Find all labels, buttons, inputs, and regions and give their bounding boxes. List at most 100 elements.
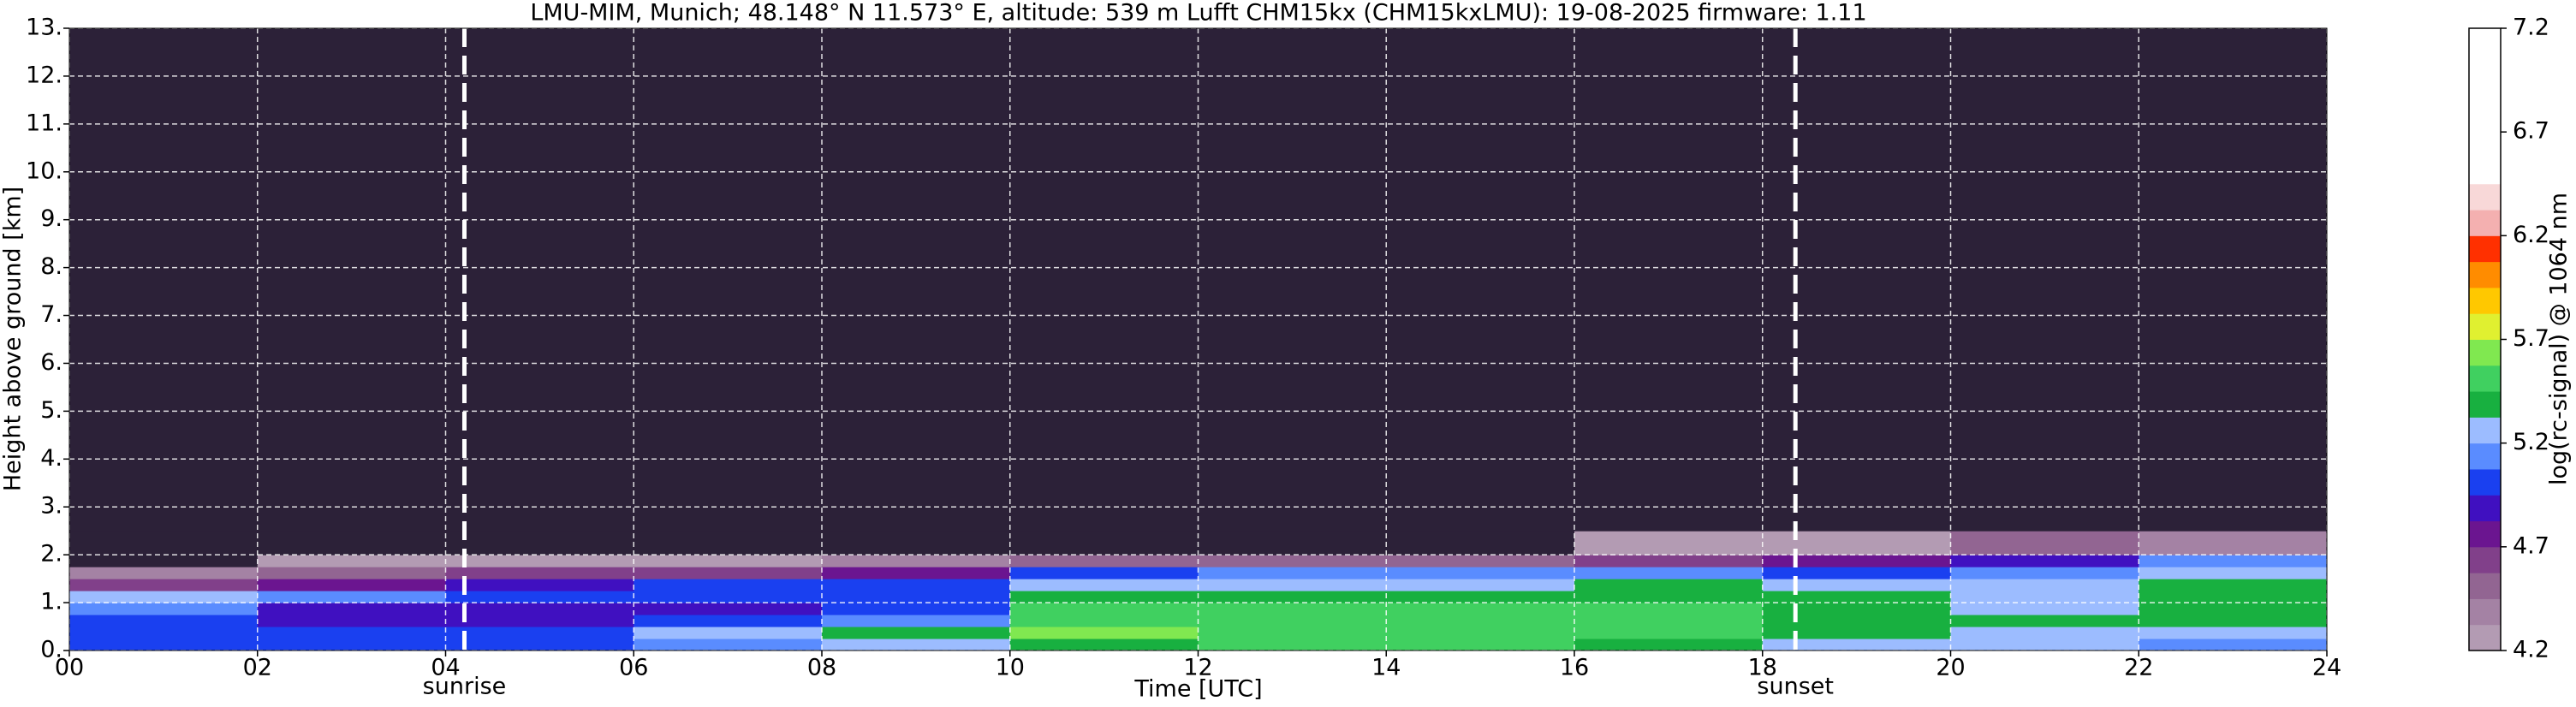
x-tick-label: 18 [1748,655,1777,681]
colorbar-swatch [2469,546,2501,573]
heatmap-cell [1762,639,1951,651]
colorbar-swatch [2469,365,2501,392]
y-tick-label: 1. [40,589,62,615]
y-tick-label: 0. [40,637,62,663]
heatmap-cell [1386,627,1575,639]
x-tick-label: 20 [1936,655,1965,681]
heatmap-cell [1386,567,1575,579]
heatmap-cell [69,507,259,532]
heatmap-cell [822,567,1011,579]
annotation-label: sunset [1757,674,1834,700]
heatmap-cell [822,531,1011,556]
heatmap-cell [634,615,823,627]
heatmap-cell [1950,555,2139,567]
x-tick-label: 00 [55,655,84,681]
heatmap-cell [1386,579,1575,591]
heatmap-cell [1574,579,1764,591]
colorbar-tick-label: 4.7 [2513,532,2549,559]
heatmap-cell [445,567,634,579]
y-tick-label: 12. [26,62,62,88]
heatmap-cell [1198,627,1387,639]
heatmap-cell [1009,555,1199,567]
heatmap-cell [1574,639,1764,651]
y-tick-label: 9. [40,205,62,232]
colorbar-swatch [2469,495,2501,522]
heatmap-cell [2139,579,2328,591]
heatmap-cell [634,627,823,639]
heatmap-cell [2139,591,2328,603]
heatmap-cell [1950,639,2139,651]
heatmap-cell [1009,579,1199,591]
heatmap-cell [634,507,823,532]
colorbar-tick-label: 4.2 [2513,637,2549,663]
heatmap-cell [69,603,259,615]
heatmap-cell [69,531,259,556]
heatmap-cell [634,639,823,651]
colorbar-swatch [2469,80,2501,107]
heatmap-cell [257,567,446,579]
colorbar-tick-label: 5.2 [2513,429,2549,455]
heatmap-cell [2139,627,2328,639]
heatmap-cell [1950,507,2139,532]
chart-title: LMU-MIM, Munich; 48.148° N 11.573° E, al… [530,0,1866,27]
heatmap-cell [257,603,446,615]
colorbar-tick-label: 5.7 [2513,325,2549,352]
heatmap-cell [1574,507,1764,532]
heatmap-cell [257,591,446,603]
heatmap-cell [1386,507,1575,532]
heatmap-cell [822,639,1011,651]
heatmap-cell [1574,531,1764,556]
heatmap-cell [1198,555,1387,567]
heatmap-cell [1009,639,1199,651]
heatmap-cell [1386,531,1575,556]
colorbar-swatch [2469,391,2501,418]
colorbar-swatch [2469,417,2501,444]
colorbar-swatch [2469,339,2501,366]
heatmap-cell [822,555,1011,567]
y-tick-label: 6. [40,349,62,376]
heatmap-cell [634,555,823,567]
heatmap-cell [69,555,259,567]
heatmap-cell [69,567,259,579]
heatmap-cell [1762,567,1951,579]
heatmap-cell [1386,555,1575,567]
heatmap-cell [822,615,1011,627]
x-tick-label: 22 [2124,655,2153,681]
heatmap-cell [1009,591,1199,603]
heatmap-cell [1950,567,2139,579]
heatmap-cell [1762,507,1951,532]
heatmap-cell [2139,555,2328,567]
x-tick-label: 08 [807,655,836,681]
heatmap-cell [634,567,823,579]
colorbar-swatch [2469,28,2501,55]
colorbar-swatch [2469,573,2501,599]
heatmap-cell [1950,579,2139,591]
heatmap-cell [257,627,446,639]
heatmap-cell [1574,615,1764,627]
colorbar-label: log(rc-signal) @ 1064 nm [2546,193,2573,485]
y-axis-label: Height above ground [km] [0,187,27,491]
heatmap-cell [2139,615,2328,627]
heatmap-cell [445,591,634,603]
heatmap-cell [1198,507,1387,532]
heatmap-cell [69,591,259,603]
colorbar-swatch [2469,287,2501,314]
colorbar-swatch [2469,624,2501,651]
heatmap-cell [1950,531,2139,556]
x-tick-label: 06 [619,655,648,681]
y-tick-label: 13. [26,15,62,41]
heatmap-cell [445,579,634,591]
heatmap-cell [1574,591,1764,603]
y-tick-label: 2. [40,541,62,567]
heatmap-cell [257,555,446,567]
heatmap-cell [1574,603,1764,615]
colorbar-swatch [2469,520,2501,548]
heatmap-cell [257,639,446,651]
colorbar-swatch [2469,210,2501,236]
heatmap-cell [1950,615,2139,627]
heatmap-cell [445,639,634,651]
y-tick-label: 8. [40,253,62,280]
heatmap-cell [1009,531,1199,556]
x-tick-label: 10 [996,655,1025,681]
